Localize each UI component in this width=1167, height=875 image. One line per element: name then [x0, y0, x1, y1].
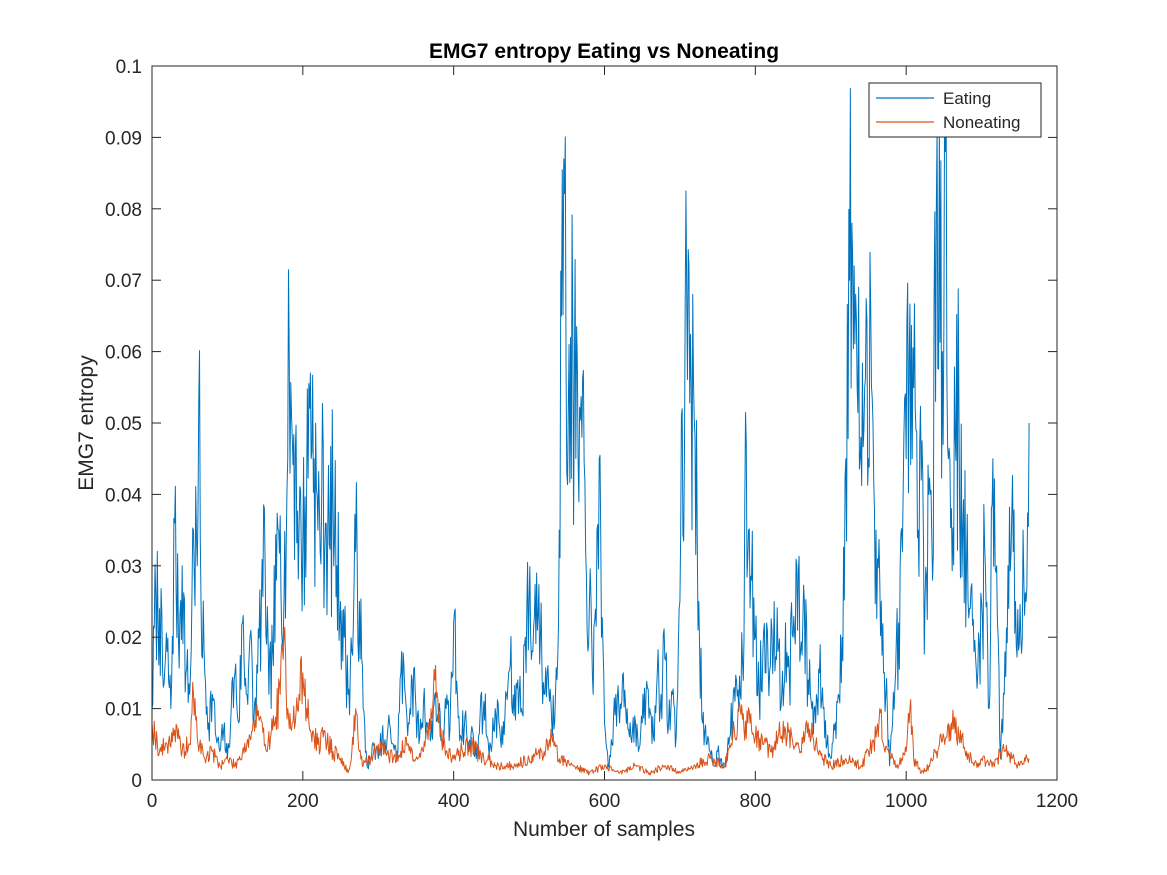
legend: Eating Noneating: [868, 82, 1042, 138]
chart-title: EMG7 entropy Eating vs Noneating: [429, 40, 779, 63]
y-tick-label: 0.08: [105, 200, 142, 221]
y-tick-label: 0.07: [105, 271, 142, 292]
y-tick-label: 0.01: [105, 700, 142, 721]
y-tick-label: 0.05: [105, 414, 142, 435]
y-tick-label: 0: [131, 771, 142, 792]
x-tick-label: 800: [739, 791, 771, 812]
x-tick-label: 1200: [1036, 791, 1078, 812]
y-tick-label: 0.04: [105, 485, 142, 506]
y-tick-label: 0.03: [105, 557, 142, 578]
x-tick-label: 600: [589, 791, 621, 812]
series-line-eating: [152, 87, 1030, 770]
y-tick-label: 0.1: [116, 57, 142, 78]
legend-label-noneating: Noneating: [943, 113, 1021, 132]
y-axis-ticks: 0 0.01 0.02 0.03 0.04 0.05 0.06 0.07 0.08 0.09 0.1: [105, 57, 1057, 792]
x-axis-ticks: 0 200 400 600 800 1000 1200: [147, 66, 1078, 812]
x-tick-label: 1000: [885, 791, 927, 812]
y-axis-label: EMG7 entropy: [75, 355, 98, 491]
x-axis-label: Number of samples: [513, 818, 695, 841]
x-tick-label: 400: [438, 791, 470, 812]
y-tick-label: 0.06: [105, 343, 142, 364]
series-layer: [152, 87, 1030, 776]
x-tick-label: 200: [287, 791, 319, 812]
y-tick-label: 0.02: [105, 628, 142, 649]
y-tick-label: 0.09: [105, 128, 142, 149]
x-tick-label: 0: [147, 791, 158, 812]
legend-box: [868, 82, 1042, 138]
series-line-noneating: [152, 626, 1030, 776]
legend-label-eating: Eating: [943, 89, 991, 108]
